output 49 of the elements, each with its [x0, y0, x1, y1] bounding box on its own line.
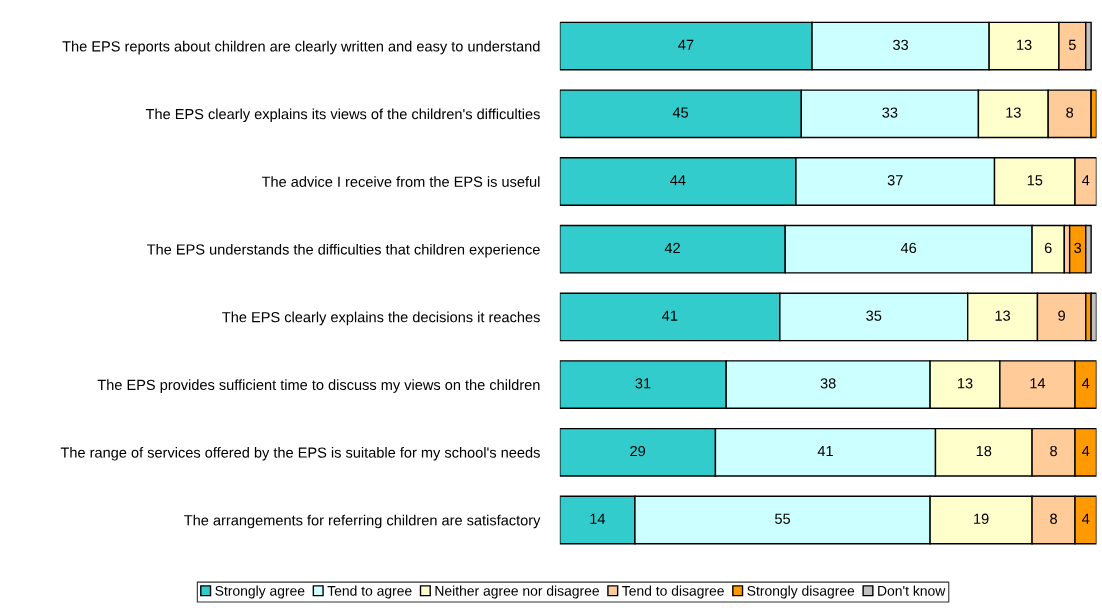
- legend-label: Tend to disagree: [622, 585, 724, 599]
- data-label: 4: [1082, 378, 1090, 389]
- data-label: 18: [976, 445, 992, 457]
- data-label: 4: [1082, 446, 1090, 457]
- legend-label: Strongly disagree: [747, 585, 855, 599]
- data-label: 41: [662, 310, 678, 321]
- data-label: 8: [1066, 107, 1074, 118]
- data-label: 45: [672, 107, 689, 118]
- data-label: 41: [817, 446, 833, 457]
- y-tick-label: The EPS clearly explains the decisions it reaches: [222, 311, 540, 326]
- data-label: 14: [1030, 378, 1046, 389]
- data-label: 29: [630, 445, 646, 457]
- data-label: 44: [670, 175, 686, 186]
- data-label: 33: [882, 107, 898, 118]
- data-label: 35: [866, 310, 882, 321]
- data-label: 19: [974, 513, 989, 524]
- legend-label: Don't know: [878, 585, 946, 596]
- y-tick-label: The EPS clearly explains its views of the children's difficulties: [145, 108, 540, 123]
- data-label: 33: [893, 39, 909, 51]
- data-label: 3: [1074, 242, 1082, 254]
- data-label: 31: [635, 378, 651, 389]
- y-tick-label: The EPS understands the difficulties that children experience: [147, 243, 540, 258]
- data-label: 46: [900, 242, 917, 254]
- data-label: 37: [887, 175, 903, 186]
- data-label: 13: [995, 310, 1011, 321]
- data-label: 47: [678, 39, 694, 50]
- y-tick-label: The range of services offered by the EPS is suitable for my school's needs: [60, 447, 540, 461]
- legend-label: Neither agree nor disagree: [435, 585, 599, 599]
- legend-label: Tend to agree: [327, 585, 412, 599]
- data-label: 13: [1006, 107, 1021, 118]
- data-label: 4: [1082, 513, 1090, 524]
- y-tick-label: The advice I receive from the EPS is useful: [261, 176, 540, 187]
- y-tick-label: The EPS reports about children are clearly written and easy to understand: [62, 40, 540, 55]
- data-label: 8: [1050, 513, 1057, 524]
- data-label: 5: [1068, 39, 1076, 51]
- data-label: 6: [1044, 242, 1052, 254]
- data-label: 14: [590, 513, 606, 524]
- data-label: 42: [664, 242, 680, 253]
- data-label: 9: [1058, 310, 1065, 321]
- legend-label: Strongly agree: [215, 585, 305, 599]
- data-label: 4: [1082, 175, 1090, 186]
- data-label: 13: [1017, 39, 1032, 51]
- y-tick-label: The arrangements for referring children are satisfactory: [184, 514, 541, 529]
- data-label: 13: [958, 378, 973, 389]
- data-label: 15: [1027, 175, 1043, 186]
- y-tick-label: The EPS provides sufficient time to discuss my views on the children: [97, 379, 540, 393]
- data-label: 8: [1050, 445, 1057, 457]
- data-label: 55: [775, 513, 791, 524]
- data-label: 38: [820, 378, 836, 389]
